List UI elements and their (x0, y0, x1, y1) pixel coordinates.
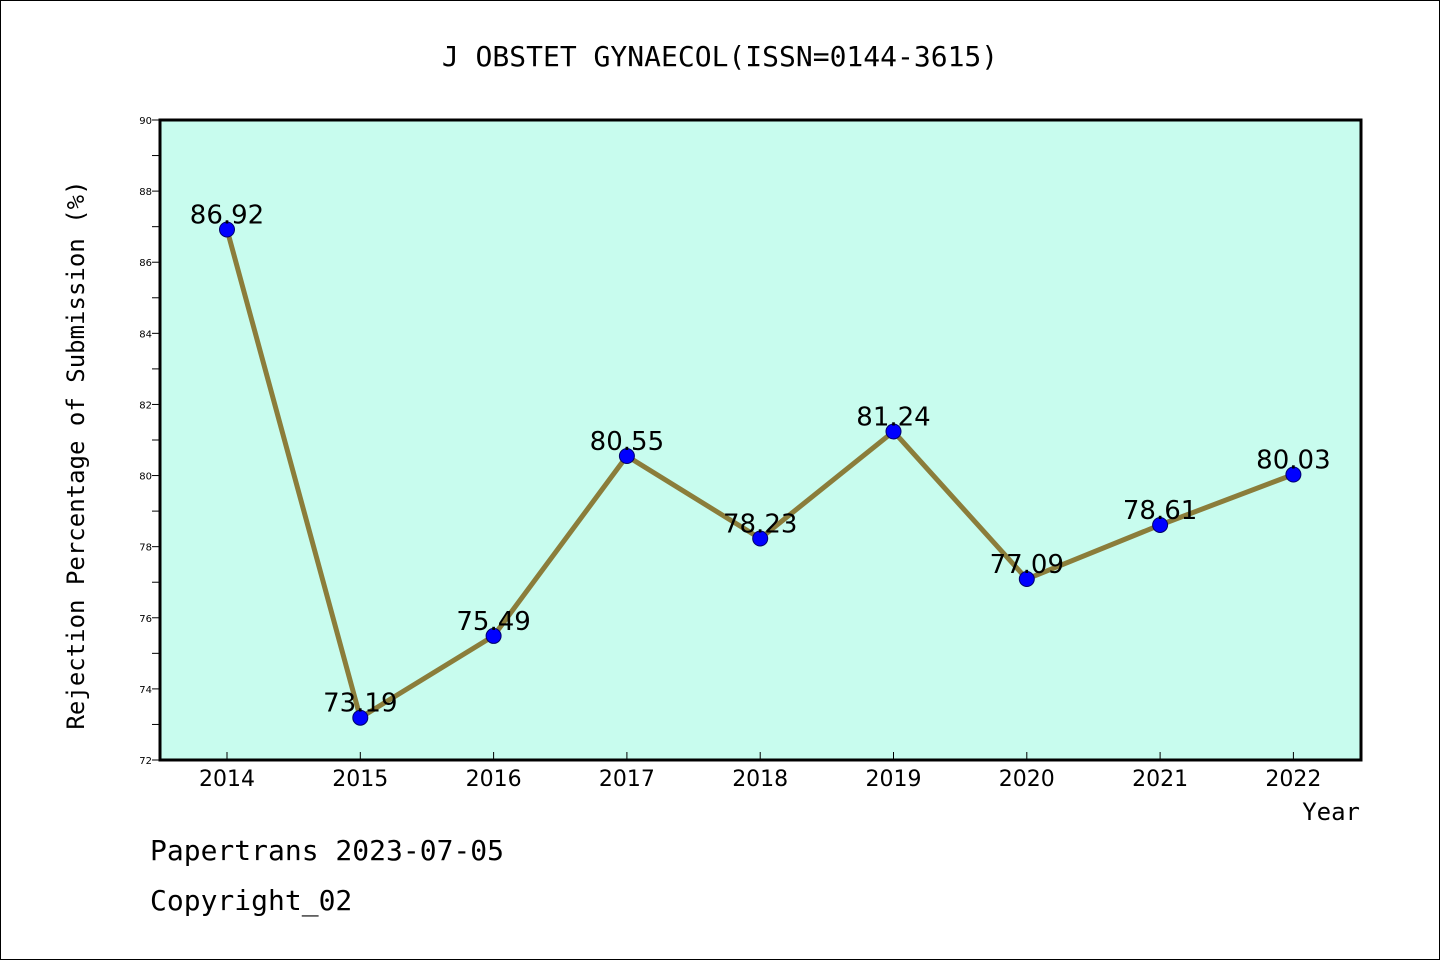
data-label: 86.92 (190, 201, 264, 231)
y-tick-label: 74 (139, 685, 152, 696)
y-axis-label: Rejection Percentage of Submission (%) (62, 180, 90, 729)
x-tick-label: 2016 (466, 767, 522, 792)
chart-title: J OBSTET GYNAECOL(ISSN=0144-3615) (442, 40, 998, 73)
data-point (352, 709, 369, 726)
data-point (752, 530, 769, 547)
data-labels: 86.92 73.19 75.49 80.55 78.23 81.24 77.09 78.61… (190, 201, 1331, 719)
data-point (485, 627, 502, 644)
data-point (1152, 516, 1169, 533)
data-label: 73.19 (323, 689, 397, 719)
x-tick-label: 2017 (599, 767, 655, 792)
y-tick-label: 80 (139, 472, 152, 483)
data-point (885, 423, 902, 440)
data-point (1018, 571, 1035, 588)
data-label: 78.23 (723, 509, 797, 539)
y-tick-label: 72 (139, 756, 152, 767)
y-tick-label: 90 (139, 116, 152, 127)
x-tick-label: 2015 (332, 767, 388, 792)
y-tick-label: 76 (139, 614, 152, 625)
plot-area (158, 118, 1363, 762)
x-tick-label: 2022 (1265, 767, 1321, 792)
x-axis-label: Year (1302, 798, 1360, 826)
data-point (219, 221, 235, 238)
y-tick-label: 84 (139, 329, 152, 340)
x-tick-label: 2018 (732, 767, 788, 792)
data-label: 78.61 (1123, 496, 1197, 526)
data-point (1285, 466, 1302, 483)
x-tick-label: 2020 (999, 767, 1055, 792)
y-tick-label: 88 (139, 187, 152, 198)
data-label: 81.24 (856, 402, 930, 432)
data-point (618, 448, 635, 464)
x-tick-label: 2019 (866, 767, 922, 792)
x-tick-label: 2021 (1132, 767, 1188, 792)
y-axis: 72 74 76 78 80 82 84 86 88 90 (139, 116, 160, 767)
data-label: 77.09 (990, 550, 1064, 580)
y-tick-label: 86 (139, 258, 152, 269)
footer-copyright: Copyright_02 (150, 884, 353, 917)
data-label: 80.03 (1256, 445, 1330, 475)
x-axis: 2014 2015 2016 2017 2018 2019 2020 2021 2022 (199, 752, 1321, 792)
footer-date: Papertrans 2023-07-05 (150, 834, 505, 867)
data-label: 75.49 (456, 607, 530, 637)
y-tick-label: 82 (139, 400, 152, 411)
x-tick-label: 2014 (199, 767, 255, 792)
data-label: 80.55 (590, 427, 664, 457)
y-tick-label: 78 (139, 543, 152, 554)
data-series (219, 221, 1302, 726)
